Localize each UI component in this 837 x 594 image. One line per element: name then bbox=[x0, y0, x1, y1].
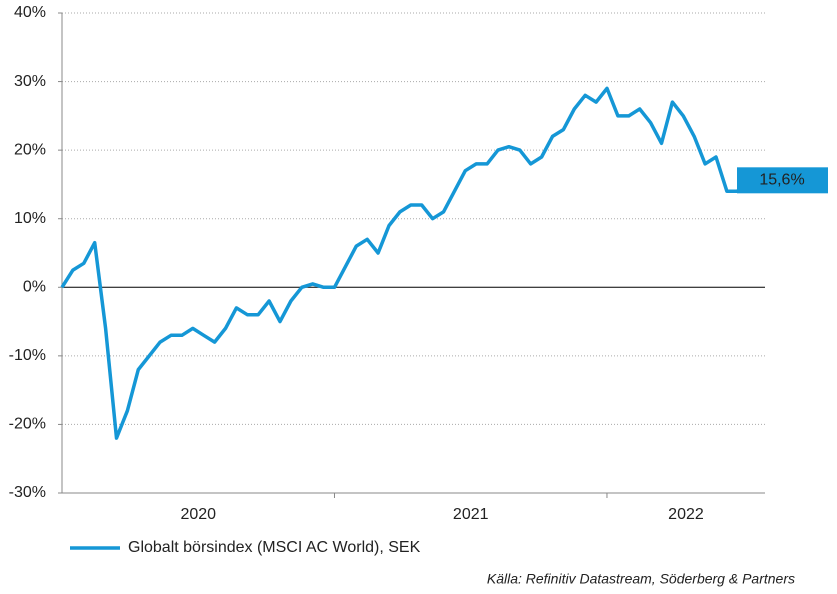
x-year-label: 2020 bbox=[180, 506, 216, 523]
y-tick-label: 0% bbox=[23, 279, 46, 296]
y-tick-label: -20% bbox=[9, 416, 46, 433]
x-year-label: 2021 bbox=[453, 506, 489, 523]
source: Källa: Refinitiv Datastream, Söderberg &… bbox=[487, 571, 795, 587]
y-tick-label: 20% bbox=[14, 141, 46, 158]
end-callout: 15,6% bbox=[759, 172, 804, 189]
y-tick-label: -30% bbox=[9, 484, 46, 501]
legend-label: Globalt börsindex (MSCI AC World), SEK bbox=[128, 539, 421, 556]
series-line bbox=[60, 86, 745, 440]
end-callout-box bbox=[737, 167, 828, 194]
x-year-label: 2022 bbox=[668, 506, 704, 523]
y-tick-label: -10% bbox=[9, 347, 46, 364]
y-tick-label: 40% bbox=[14, 4, 46, 21]
y-tick-label: 30% bbox=[14, 73, 46, 90]
y-tick-label: 10% bbox=[14, 210, 46, 227]
